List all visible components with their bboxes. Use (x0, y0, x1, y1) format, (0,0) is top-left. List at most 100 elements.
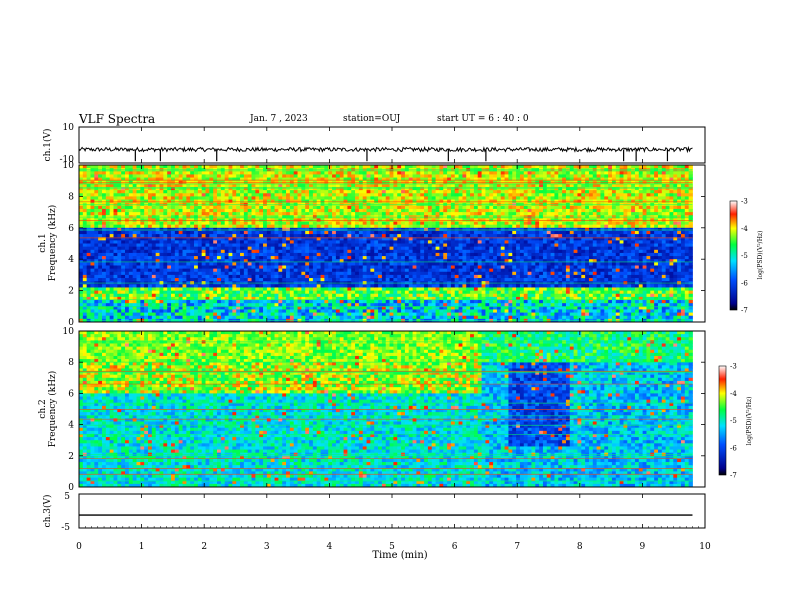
spectrogram-cell (397, 256, 401, 260)
spectrogram-cell (401, 234, 405, 238)
spectrogram-cell (340, 250, 344, 254)
spectrogram-cell (79, 178, 83, 182)
spectrogram-cell (271, 174, 275, 178)
spectrogram-cell (294, 206, 298, 210)
spectrogram-cell (87, 294, 91, 298)
spectrogram-cell (328, 300, 332, 304)
spectrogram-cell (167, 262, 171, 266)
spectrogram-cell (336, 240, 340, 244)
spectrogram-cell (156, 262, 160, 266)
spectrogram-cell (152, 234, 156, 238)
spectrogram-cell (443, 265, 447, 269)
spectrogram-cell (328, 247, 332, 251)
spectrogram-cell (451, 250, 455, 254)
spectrogram-cell (317, 206, 321, 210)
spectrogram-cell (117, 193, 121, 197)
spectrogram-cell (183, 303, 187, 307)
spectrogram-cell (455, 256, 459, 260)
spectrogram-cell (340, 225, 344, 229)
spectrogram-cell (163, 300, 167, 304)
spectrogram-cell (309, 225, 313, 229)
spectrogram-cell (186, 212, 190, 216)
spectrogram-cell (129, 297, 133, 301)
spectrogram-cell (420, 244, 424, 248)
spectrogram-cell (137, 265, 141, 269)
spectrogram-cell (186, 253, 190, 257)
spectrogram-cell (137, 316, 141, 320)
spectrogram-cell (94, 287, 98, 291)
spectrogram-cell (298, 228, 302, 232)
spectrogram-cell (263, 244, 267, 248)
spectrogram-cell (217, 291, 221, 295)
spectrogram-cell (167, 247, 171, 251)
spectrogram-cell (447, 297, 451, 301)
spectrogram-cell (194, 209, 198, 213)
spectrogram-cell (102, 234, 106, 238)
spectrogram-cell (190, 174, 194, 178)
spectrogram-cell (321, 291, 325, 295)
spectrogram-cell (198, 209, 202, 213)
spectrogram-cell (137, 272, 141, 276)
spectrogram-cell (443, 212, 447, 216)
spectrogram-cell (106, 294, 110, 298)
spectrogram-cell (114, 178, 118, 182)
spectrogram-cell (278, 190, 282, 194)
spectrogram-cell (167, 234, 171, 238)
spectrogram-cell (133, 174, 137, 178)
spectrogram-cell (290, 256, 294, 260)
spectrogram-cell (367, 222, 371, 226)
spectrogram-cell (317, 212, 321, 216)
spectrogram-cell (236, 193, 240, 197)
spectrogram-cell (328, 316, 332, 320)
spectrogram-cell (160, 294, 164, 298)
spectrogram-cell (152, 294, 156, 298)
spectrogram-cell (386, 284, 390, 288)
spectrogram-cell (344, 193, 348, 197)
spectrogram-cell (236, 303, 240, 307)
spectrogram-cell (428, 234, 432, 238)
spectrogram-cell (179, 256, 183, 260)
spectrogram-cell (420, 206, 424, 210)
spectrogram-cell (194, 165, 198, 169)
spectrogram-cell (175, 313, 179, 317)
spectrogram-cell (447, 275, 451, 279)
spectrogram-cell (179, 165, 183, 169)
spectrogram-cell (255, 240, 259, 244)
spectrogram-cell (309, 234, 313, 238)
spectrogram-cell (255, 300, 259, 304)
spectrogram-cell (79, 316, 83, 320)
spectrogram-cell (409, 300, 413, 304)
spectrogram-cell (351, 244, 355, 248)
spectrogram-cell (263, 247, 267, 251)
spectrogram-cell (351, 269, 355, 273)
spectrogram-cell (416, 225, 420, 229)
spectrogram-cell (133, 212, 137, 216)
spectrogram-cell (186, 256, 190, 260)
spectrogram-cell (83, 206, 87, 210)
spectrogram-cell (439, 284, 443, 288)
spectrogram-cell (194, 265, 198, 269)
spectrogram-cell (359, 174, 363, 178)
spectrogram-cell (413, 309, 417, 313)
spectrogram-cell (382, 272, 386, 276)
spectrogram-cell (413, 272, 417, 276)
spectrogram-cell (148, 234, 152, 238)
spectrogram-cell (298, 250, 302, 254)
spectrogram-cell (301, 316, 305, 320)
spectrogram-cell (144, 171, 148, 175)
spectrogram-cell (129, 275, 133, 279)
spectrogram-cell (305, 275, 309, 279)
spectrogram-cell (359, 250, 363, 254)
spectrogram-cell (390, 228, 394, 232)
spectrogram-cell (179, 287, 183, 291)
spectrogram-cell (255, 278, 259, 282)
spectrogram-cell (213, 178, 217, 182)
spectrogram-cell (248, 190, 252, 194)
spectrogram-cell (363, 240, 367, 244)
spectrogram-cell (229, 256, 233, 260)
spectrogram-cell (416, 278, 420, 282)
spectrogram-cell (87, 313, 91, 317)
spectrogram-cell (206, 196, 210, 200)
spectrogram-cell (167, 297, 171, 301)
spectrogram-cell (167, 265, 171, 269)
